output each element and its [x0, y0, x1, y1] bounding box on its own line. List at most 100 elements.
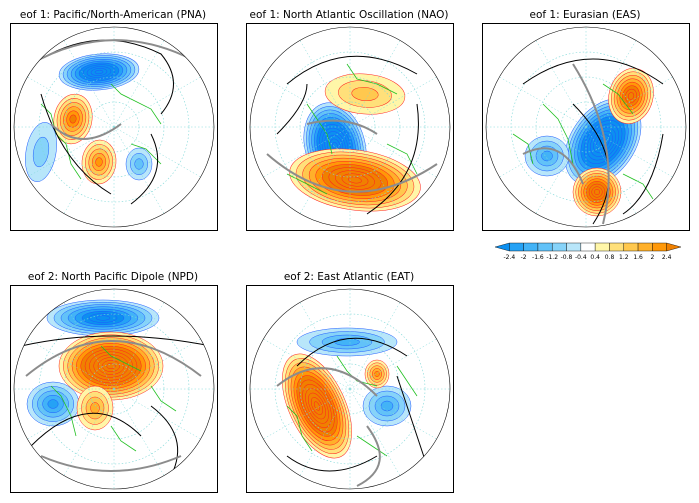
meridian: [27, 76, 115, 128]
coastline: [286, 173, 328, 195]
colorbar-tick-label: 0.4: [590, 254, 600, 261]
map-boundary: [249, 288, 451, 490]
meridian: [349, 302, 401, 390]
zero-contour: [286, 55, 418, 85]
negative-anomaly: [362, 385, 412, 427]
meridian: [349, 40, 401, 128]
meridian: [263, 126, 351, 178]
colorbar-tick-label: -0.8: [561, 254, 573, 261]
meridian: [349, 126, 437, 178]
contour-level: [380, 400, 394, 412]
significance-contour: [356, 425, 381, 487]
meridian: [299, 40, 351, 128]
map-frame: [246, 285, 454, 493]
meridian: [63, 388, 115, 476]
map-boundary: [13, 288, 215, 490]
positive-anomaly: [608, 68, 654, 124]
colorbar-tick-label: 1.6: [633, 254, 643, 261]
panel-nao: eof 1: North Atlantic Oscillation (NAO): [246, 0, 454, 232]
colorbar-segment: [509, 242, 524, 252]
meridian: [585, 76, 673, 128]
colorbar-segment: [666, 242, 682, 252]
colorbar-segment: [623, 242, 639, 252]
meridian: [113, 76, 201, 128]
zero-contour: [40, 39, 174, 115]
zero-contour: [286, 455, 378, 472]
meridian: [263, 338, 351, 390]
meridian: [263, 76, 351, 128]
colorbar-segment: [609, 242, 624, 252]
meridian: [299, 126, 351, 214]
significance-contour: [50, 123, 122, 140]
polar-map-nao: [249, 26, 451, 228]
coastline: [622, 173, 654, 200]
meridian: [499, 76, 587, 128]
meridian: [299, 388, 351, 476]
colorbar-segment: [594, 242, 610, 252]
contour-level: [541, 150, 553, 162]
significance-contour: [522, 147, 584, 185]
negative-anomaly: [58, 53, 140, 91]
positive-anomaly: [76, 385, 114, 431]
significance-contour: [30, 39, 192, 65]
positive-anomaly: [282, 353, 352, 459]
meridian: [349, 338, 437, 390]
panel-title: eof 2: North Pacific Dipole (NPD): [27, 271, 199, 283]
meridian: [63, 302, 115, 390]
panel-pna: eof 1: Pacific/North-American (PNA): [10, 0, 218, 232]
meridian: [113, 388, 165, 476]
significance-contour: [572, 63, 610, 225]
coastline: [100, 345, 142, 372]
map-frame: [246, 23, 454, 231]
colorbar-tick-label: 0.8: [605, 254, 615, 261]
colorbar-segment: [494, 242, 510, 252]
coastline: [150, 385, 177, 412]
meridian: [113, 126, 165, 214]
colorbar-tick-label: -2.4: [503, 254, 515, 261]
negative-anomaly: [524, 135, 570, 177]
contour-level: [94, 69, 104, 75]
contour-level: [348, 176, 362, 184]
contour-level: [374, 370, 380, 378]
coastline: [346, 63, 398, 95]
contour-level: [47, 399, 59, 409]
colorbar-tick-label: -1.2: [546, 254, 558, 261]
colorbar-svg: -2.4 -2 -1.6 -1.2 -0.8 -0.4 0.4 0.8 1.2 1.6 2 2.4: [494, 242, 682, 261]
meridian: [263, 388, 351, 440]
coastline: [386, 143, 418, 175]
meridian: [113, 302, 165, 390]
meridian: [27, 338, 115, 390]
map-boundary: [249, 26, 451, 228]
significance-contour: [306, 119, 378, 135]
negative-anomaly: [564, 98, 642, 186]
meridian: [27, 126, 115, 178]
contour-level: [95, 157, 103, 167]
meridian: [113, 338, 201, 390]
zero-contour: [276, 83, 308, 135]
colorbar-tick-label: -2: [521, 254, 527, 261]
coastline: [130, 143, 162, 165]
positive-anomaly: [81, 139, 117, 185]
significance-contour: [266, 153, 438, 193]
zero-contour: [30, 412, 142, 447]
zero-contour: [366, 103, 419, 215]
map-content: [250, 289, 450, 489]
meridian: [499, 126, 587, 178]
contour-level: [106, 362, 116, 370]
contour-level: [334, 338, 360, 346]
contour-level: [313, 401, 321, 411]
coastline: [286, 405, 313, 452]
colorbar-segment: [652, 242, 667, 252]
meridian: [585, 126, 673, 178]
contour-level: [69, 114, 77, 124]
significance-contour: [276, 367, 378, 397]
meridian: [349, 76, 437, 128]
panel-title: eof 1: North Atlantic Oscillation (NAO): [249, 9, 449, 21]
colorbar-tick-label: 1.2: [619, 254, 629, 261]
negative-anomaly: [26, 381, 80, 427]
negative-anomaly: [46, 299, 160, 337]
significance-contour: [25, 340, 202, 377]
contour-level: [32, 136, 50, 168]
zero-contour: [130, 133, 159, 205]
zero-contour: [522, 58, 664, 85]
